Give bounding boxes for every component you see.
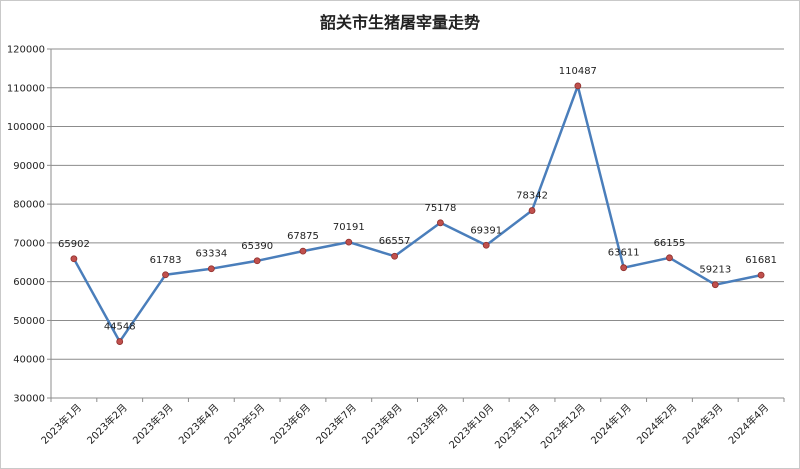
data-label: 65390 [241,241,273,252]
x-tick-label: 2023年5月 [221,401,267,447]
data-label: 67875 [287,231,319,242]
data-label: 66155 [654,238,686,249]
data-point [482,241,490,249]
y-tick-label: 90000 [13,161,45,172]
data-point [437,219,444,227]
x-tick-label: 2023年6月 [267,401,313,447]
data-point [711,281,719,289]
y-tick-label: 30000 [13,394,45,405]
x-tick-label: 2023年9月 [405,401,451,447]
x-tick-label: 2023年2月 [84,401,130,447]
data-point [620,264,628,272]
data-label: 63334 [195,249,227,260]
x-tick-label: 2024年2月 [634,401,680,447]
data-label: 61681 [745,255,777,266]
x-tick-label: 2023年3月 [130,401,176,447]
data-label: 69391 [470,225,502,236]
x-tick-label: 2024年1月 [588,401,634,447]
x-tick-label: 2023年8月 [359,401,405,447]
data-label: 63611 [608,248,640,259]
y-tick-label: 60000 [13,277,45,288]
data-point [299,247,307,255]
x-tick-label: 2023年4月 [176,401,222,447]
data-label: 59213 [699,265,731,276]
data-point [253,257,261,265]
data-point [116,338,124,345]
data-label: 65902 [58,239,90,250]
y-tick-label: 100000 [7,122,45,133]
x-tick-label: 2024年4月 [725,401,771,447]
series-line [72,84,762,343]
data-label: 44548 [104,322,136,333]
data-point [345,238,353,246]
data-point [70,255,78,263]
data-point [207,265,215,273]
data-point [757,271,765,279]
data-point [666,254,673,262]
x-tick-label: 2023年7月 [313,401,359,447]
data-label: 110487 [559,66,597,77]
x-tick-label: 2023年11月 [492,401,542,451]
data-point [162,271,169,279]
y-tick-label: 70000 [13,238,45,249]
data-label: 70191 [333,222,365,233]
y-tick-label: 110000 [7,83,45,94]
data-label: 78342 [516,191,548,202]
data-label: 66557 [379,236,411,247]
y-tick-label: 80000 [13,200,45,211]
x-tick-label: 2023年1月 [38,401,84,447]
y-tick-label: 120000 [7,45,45,56]
data-point [528,207,536,214]
y-tick-label: 50000 [13,316,45,327]
data-point [574,82,582,90]
data-point [391,252,398,260]
x-tick-label: 2023年12月 [538,401,588,451]
data-label: 61783 [150,255,182,266]
x-tick-label: 2024年3月 [680,401,726,447]
y-tick-label: 40000 [13,355,45,366]
x-tick-label: 2023年10月 [446,401,496,451]
data-label: 75178 [425,203,457,214]
chart-title: 韶关市生猪屠宰量走势 [319,13,480,32]
